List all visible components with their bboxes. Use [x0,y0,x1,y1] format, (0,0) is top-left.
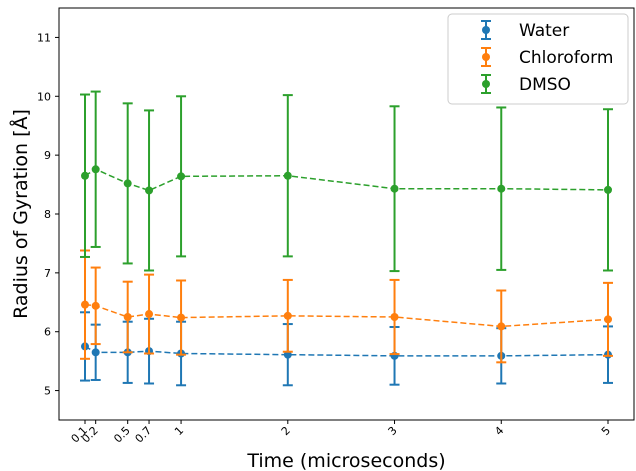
data-point [81,300,89,309]
data-point [604,315,612,324]
legend-label: Water [519,21,569,41]
legend-entry: Water [481,20,569,41]
data-point [497,322,506,331]
x-tick-label: 0.5 [111,424,133,446]
data-point [91,165,100,174]
data-point [604,185,612,194]
data-point [123,313,132,321]
series-layer [80,90,613,387]
legend-label: DMSO [519,75,571,95]
data-point [145,186,154,195]
data-point [91,301,100,310]
legend-label: Chloroform [519,48,613,68]
legend-marker [482,80,490,88]
y-axis-ticks: 5 6 7 8 9 10 11 [37,31,59,398]
plot-frame [58,7,635,421]
x-tick-label: 3 [386,424,400,438]
data-point [123,179,132,188]
data-point [497,184,506,193]
data-point [177,313,186,322]
x-tick-label: 0.7 [133,424,155,446]
data-point [81,171,89,180]
data-point [145,310,154,319]
legend-marker [482,53,490,61]
data-point [390,313,399,321]
legend-marker [482,26,490,34]
data-point [283,311,292,320]
x-axis-label: Time (microseconds) [246,450,445,471]
legend-entry: Chloroform [481,47,613,68]
data-point [177,172,186,181]
x-tick-label: 1 [172,424,186,438]
x-tick-label: 2 [279,424,293,438]
x-tick-label: 4 [492,424,506,438]
series-line [84,303,609,328]
y-tick-label: 9 [44,149,51,162]
y-tick-label: 7 [44,267,51,280]
y-axis-label: Radius of Gyration [Å] [9,109,32,319]
x-tick-label: 5 [599,424,613,438]
legend-entry: DMSO [481,74,571,95]
x-axis-ticks: 0.10.2 0.5 0.7 1 2 3 4 5 [69,420,613,446]
y-tick-label: 11 [37,31,51,44]
data-point [283,171,292,180]
y-tick-label: 6 [44,326,51,339]
legend: Water Chloroform DMSO [447,13,629,105]
series-dmso [80,90,613,273]
series-chloroform [80,249,613,364]
y-tick-label: 10 [37,90,51,103]
y-tick-label: 8 [44,208,51,221]
legend-box [447,13,629,105]
legend-entries: Water Chloroform DMSO [481,20,613,95]
y-tick-label: 5 [44,385,51,398]
series-line [84,345,609,357]
data-point [91,348,100,357]
data-point [390,184,399,193]
